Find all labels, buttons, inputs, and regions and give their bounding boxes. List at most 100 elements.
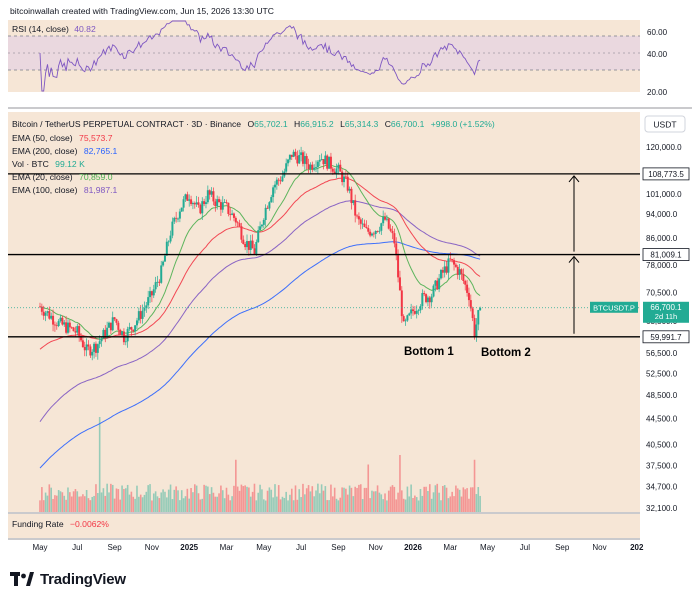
volume-bar (285, 491, 287, 512)
volume-bar (415, 497, 418, 512)
time-tick: Jul (72, 543, 82, 552)
time-tick: Sep (107, 543, 122, 552)
candle-body (100, 338, 103, 342)
candle-body (210, 191, 213, 195)
volume-bar (468, 498, 470, 512)
measured-move-arrows (568, 175, 580, 334)
candle-body (221, 202, 224, 210)
volume-bar (423, 486, 425, 512)
candle-body (188, 199, 191, 201)
indicator-ema100[interactable]: EMA (100, close) 81,987.1 (12, 185, 117, 195)
volume-bar (233, 485, 235, 512)
candle-body (132, 329, 135, 332)
candle-body (275, 179, 278, 185)
volume-bar (376, 485, 379, 512)
volume-bar (253, 483, 256, 512)
candle-body (318, 159, 321, 162)
volume-bar (337, 500, 340, 512)
candle-body (316, 161, 319, 168)
volume-bar (453, 496, 455, 512)
candle-body (206, 190, 209, 203)
candle-body (70, 327, 73, 329)
volume-bar (147, 485, 149, 512)
time-tick: Mar (443, 543, 457, 552)
candle-body (400, 290, 403, 317)
candle-body (430, 296, 433, 303)
candle-body (337, 164, 340, 169)
candle-body (449, 258, 452, 260)
last-price-tag: BTCUSDT.P 66,700.1 2d 11h (590, 301, 689, 323)
candle-body (162, 261, 165, 266)
volume-bar (39, 500, 41, 512)
candle-body (126, 329, 129, 342)
candle-body (199, 204, 202, 214)
price-tick: 44,500.0 (646, 415, 678, 424)
indicator-ema200[interactable]: EMA (200, close) 82,765.1 (12, 146, 117, 156)
volume-bar (266, 490, 269, 512)
level-tag-top: 108,773.5 (642, 167, 690, 181)
volume-bar (108, 492, 110, 512)
indicator-ema50[interactable]: EMA (50, close) 75,573.7 (12, 133, 113, 143)
time-tick: Mar (220, 543, 234, 552)
volume-bar (330, 484, 332, 512)
indicator-value: 81,987.1 (83, 185, 118, 195)
candle-body (66, 322, 69, 333)
candle-body (277, 179, 280, 181)
candle-body (165, 241, 168, 256)
candle-body (326, 155, 329, 169)
time-tick: Nov (145, 543, 159, 552)
candle-body (134, 325, 137, 332)
volume-bar (277, 485, 280, 512)
candle-body (273, 184, 276, 188)
volume-bar (231, 496, 233, 512)
funding-legend[interactable]: Funding Rate −0.0062% (12, 519, 109, 529)
volume-bar (326, 500, 329, 512)
candle-body (279, 180, 282, 182)
level-label-top: 108,773.5 (648, 170, 684, 179)
volume-bar (324, 486, 327, 512)
volume-bar (455, 485, 457, 512)
candle-body (374, 231, 377, 235)
volume-bar (251, 491, 254, 512)
tradingview-mark-icon (10, 572, 34, 586)
candle-body (309, 164, 312, 169)
volume-bar (365, 487, 368, 512)
time-tick: May (256, 543, 271, 552)
rsi-label: RSI (14, close) (12, 24, 69, 34)
volume-bar (85, 490, 88, 512)
volume-bar (406, 486, 409, 512)
candle-body (264, 207, 267, 220)
candle-body (173, 217, 176, 222)
volume-bar (261, 489, 263, 512)
candle-body (346, 176, 349, 191)
volume-bar (341, 487, 343, 512)
volume-bar (443, 485, 446, 512)
volume-bar (169, 484, 172, 512)
volume-bars (39, 417, 481, 512)
volume-bar (462, 487, 465, 512)
volume-bar (184, 496, 187, 512)
indicator-volume[interactable]: Vol · BTC 99.12 K (12, 159, 85, 169)
candle-body (464, 280, 467, 285)
candle-body (223, 202, 226, 203)
volume-bar (410, 484, 412, 512)
symbol-legend[interactable]: Bitcoin / TetherUS PERPETUAL CONTRACT · … (12, 119, 495, 129)
volume-bar (307, 485, 310, 512)
currency-button[interactable]: USDT (644, 115, 686, 133)
candle-body (154, 282, 157, 290)
candle-body (260, 224, 263, 227)
candle-body (145, 305, 148, 309)
indicator-ema20[interactable]: EMA (20, close) 70,859.0 (12, 172, 113, 182)
price-tick: 70,500.0 (646, 289, 678, 298)
candle-body (408, 313, 411, 316)
candle-body (290, 154, 293, 157)
candle-body (257, 230, 260, 242)
volume-bar (87, 498, 90, 512)
time-tick: 2026 (404, 543, 422, 552)
candle-body (65, 322, 68, 333)
candle-body (415, 310, 418, 314)
price-tick: 40,500.0 (646, 440, 678, 449)
candle-body (333, 171, 336, 174)
volume-bar (212, 492, 215, 512)
